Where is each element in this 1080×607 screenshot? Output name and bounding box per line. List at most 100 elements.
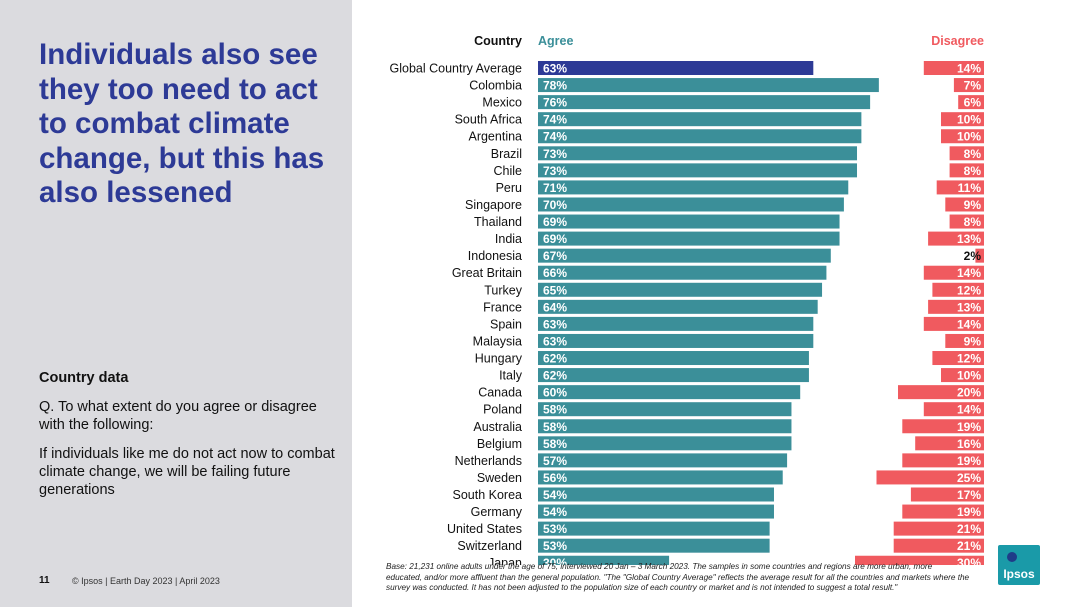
agree-value-label: 57% bbox=[543, 454, 567, 468]
country-label: Poland bbox=[483, 403, 522, 417]
disagree-value-label: 10% bbox=[957, 369, 981, 383]
disagree-bar bbox=[953, 78, 984, 93]
disagree-value-label: 17% bbox=[957, 488, 981, 502]
disagree-bar bbox=[902, 504, 984, 519]
country-label: India bbox=[495, 232, 522, 246]
disagree-value-label: 16% bbox=[957, 437, 981, 451]
disagree-bar bbox=[923, 402, 984, 417]
agree-bar bbox=[538, 180, 849, 195]
country-label: Switzerland bbox=[457, 539, 522, 553]
agree-value-label: 76% bbox=[543, 96, 567, 110]
agree-bar bbox=[538, 351, 809, 366]
agree-bar bbox=[538, 470, 783, 485]
left-panel: Individuals also see they too need to ac… bbox=[0, 0, 352, 607]
country-bar-chart: Country Agree Disagree Global Country Avera… bbox=[390, 34, 984, 565]
disagree-bar bbox=[941, 129, 984, 144]
disagree-value-label: 14% bbox=[957, 266, 981, 280]
agree-value-label: 78% bbox=[543, 79, 567, 93]
country-label: Netherlands bbox=[455, 454, 522, 468]
disagree-value-label: 7% bbox=[964, 79, 982, 93]
country-label: Sweden bbox=[477, 471, 522, 485]
agree-value-label: 69% bbox=[543, 232, 567, 246]
disagree-value-label: 25% bbox=[957, 471, 981, 485]
disagree-value-label: 14% bbox=[957, 403, 981, 417]
disagree-bar bbox=[928, 299, 984, 314]
agree-value-label: 65% bbox=[543, 283, 567, 297]
agree-bar bbox=[538, 248, 831, 263]
agree-value-label: 30% bbox=[543, 556, 567, 565]
disagree-bar bbox=[902, 453, 984, 468]
disagree-bar bbox=[915, 436, 984, 451]
statement-text: If individuals like me do not act now to… bbox=[39, 446, 335, 498]
disagree-value-label: 12% bbox=[957, 283, 981, 297]
agree-bar bbox=[538, 265, 827, 280]
country-column-header: Country bbox=[474, 34, 522, 48]
country-label: Malaysia bbox=[473, 334, 522, 348]
agree-value-label: 62% bbox=[543, 352, 567, 366]
agree-value-label: 63% bbox=[543, 334, 567, 348]
disagree-bar bbox=[923, 61, 984, 75]
footer-text: © Ipsos | Earth Day 2023 | April 2023 bbox=[72, 576, 220, 586]
agree-value-label: 54% bbox=[543, 488, 567, 502]
disagree-bar bbox=[936, 180, 984, 195]
agree-bar bbox=[538, 163, 858, 178]
agree-bar bbox=[538, 95, 871, 110]
agree-bar bbox=[538, 368, 809, 383]
country-label: Indonesia bbox=[468, 249, 522, 263]
agree-value-label: 54% bbox=[543, 505, 567, 519]
disagree-bar bbox=[941, 368, 984, 383]
disagree-bar bbox=[893, 521, 984, 536]
disagree-value-label: 21% bbox=[957, 522, 981, 536]
agree-bar bbox=[538, 299, 818, 314]
disagree-value-label: 10% bbox=[957, 130, 981, 144]
disagree-bar bbox=[932, 282, 984, 297]
agree-bar bbox=[538, 453, 788, 468]
country-label: Canada bbox=[478, 386, 522, 400]
disagree-bar bbox=[949, 163, 984, 178]
disagree-bar bbox=[945, 333, 984, 348]
agree-bar bbox=[538, 555, 670, 565]
disagree-value-label: 9% bbox=[964, 198, 982, 212]
disagree-value-label: 12% bbox=[957, 352, 981, 366]
country-label: Belgium bbox=[477, 437, 522, 451]
disagree-value-label: 20% bbox=[957, 386, 981, 400]
agree-value-label: 63% bbox=[543, 62, 567, 76]
agree-value-label: 58% bbox=[543, 437, 567, 451]
country-label: South Africa bbox=[455, 113, 522, 127]
slide-title: Individuals also see they too need to ac… bbox=[39, 38, 325, 209]
disagree-bar bbox=[910, 487, 984, 502]
agree-value-label: 62% bbox=[543, 369, 567, 383]
agree-value-label: 58% bbox=[543, 403, 567, 417]
agree-value-label: 69% bbox=[543, 215, 567, 229]
disagree-bar bbox=[923, 265, 984, 280]
country-label: Global Country Average bbox=[390, 62, 523, 76]
agree-value-label: 67% bbox=[543, 249, 567, 263]
disagree-value-label: 14% bbox=[957, 62, 981, 76]
country-label: Turkey bbox=[484, 283, 522, 297]
disagree-value-label: 14% bbox=[957, 317, 981, 331]
disagree-value-label: 21% bbox=[957, 539, 981, 553]
country-label: Hungary bbox=[475, 352, 523, 366]
ipsos-logo: Ipsos bbox=[998, 545, 1040, 585]
disagree-value-label: 6% bbox=[964, 96, 982, 110]
agree-bar bbox=[538, 61, 814, 75]
disagree-value-label: 9% bbox=[964, 334, 982, 348]
country-label: Spain bbox=[490, 317, 522, 331]
agree-value-label: 71% bbox=[543, 181, 567, 195]
country-label: Thailand bbox=[474, 215, 522, 229]
agree-value-label: 73% bbox=[543, 164, 567, 178]
disagree-bar bbox=[928, 231, 984, 246]
logo-text: Ipsos bbox=[1003, 567, 1035, 581]
agree-bar bbox=[538, 282, 823, 297]
country-label: Colombia bbox=[469, 79, 522, 93]
disagree-value-label: 19% bbox=[957, 420, 981, 434]
country-label: Argentina bbox=[468, 130, 522, 144]
disagree-bar bbox=[923, 316, 984, 331]
disagree-bar bbox=[945, 197, 984, 212]
disagree-value-label: 30% bbox=[957, 556, 981, 565]
logo-mark bbox=[1007, 552, 1017, 562]
disagree-bar bbox=[941, 112, 984, 127]
country-label: Chile bbox=[494, 164, 523, 178]
agree-bar bbox=[538, 521, 770, 536]
agree-value-label: 64% bbox=[543, 300, 567, 314]
